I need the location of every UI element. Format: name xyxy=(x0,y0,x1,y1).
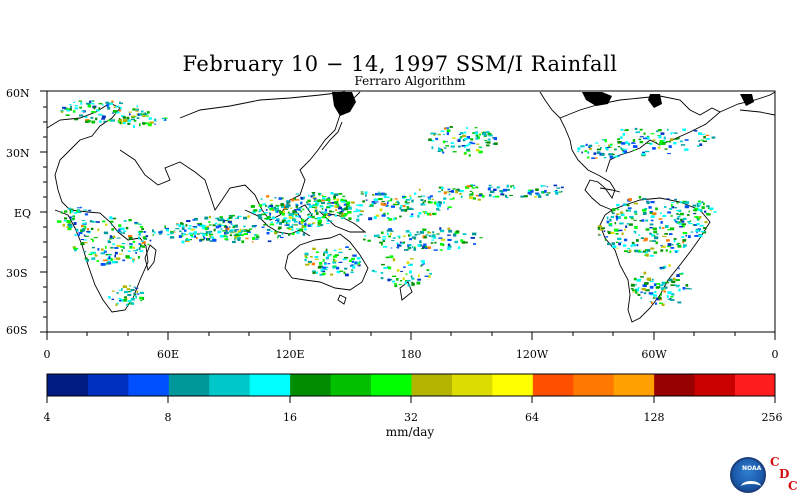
lat-label-30n: 30N xyxy=(6,147,30,160)
colorbar-label-4: 4 xyxy=(44,411,51,424)
lon-label-120e: 120E xyxy=(275,348,304,361)
colorbar-swatch xyxy=(370,374,412,396)
colorbar-label-32: 32 xyxy=(404,411,418,424)
colorbar-swatch xyxy=(127,374,169,396)
colorbar-units: mm/day xyxy=(385,425,435,439)
lon-label-60w: 60W xyxy=(641,348,667,361)
colorbar-label-16: 16 xyxy=(283,411,297,424)
latitude-axis: 60N 30N EQ 30S 60S xyxy=(6,87,47,337)
noaa-seal-icon: NOAA xyxy=(730,457,766,493)
noaa-logo: NOAA C D C xyxy=(728,455,798,497)
colorbar-swatch xyxy=(613,374,655,396)
cdc-letter-c2: C xyxy=(788,479,798,493)
lon-label-180: 180 xyxy=(401,348,422,361)
lat-label-eq: EQ xyxy=(14,207,31,220)
lat-label-30s: 30S xyxy=(6,267,28,280)
colorbar-swatch xyxy=(532,374,574,396)
ice-masks xyxy=(332,92,754,116)
colorbar-ticks: 4 8 16 32 64 128 256 xyxy=(44,396,783,424)
colorbar-swatch xyxy=(168,374,210,396)
colorbar-label-256: 256 xyxy=(762,411,783,424)
lon-label-0-east: 0 xyxy=(772,348,779,361)
lon-label-60e: 60E xyxy=(157,348,179,361)
colorbar-swatch xyxy=(330,374,372,396)
lat-label-60s: 60S xyxy=(6,324,28,337)
colorbar-swatch xyxy=(653,374,695,396)
colorbar-swatch xyxy=(87,374,129,396)
colorbar-swatch xyxy=(572,374,614,396)
colorbar-swatch xyxy=(411,374,452,396)
map-frame xyxy=(46,90,776,333)
map-title: February 10 − 14, 1997 SSM/I Rainfall xyxy=(182,52,618,76)
colorbar-swatch xyxy=(249,374,291,396)
lat-label-60n: 60N xyxy=(6,87,30,100)
colorbar-swatch xyxy=(289,374,331,396)
map-subtitle: Ferraro Algorithm xyxy=(354,74,466,88)
lon-label-0: 0 xyxy=(44,348,51,361)
lon-label-120w: 120W xyxy=(516,348,549,361)
colorbar-label-128: 128 xyxy=(644,411,665,424)
cdc-letter-c1: C xyxy=(770,455,780,469)
colorbar-swatch xyxy=(694,374,736,396)
colorbar-label-8: 8 xyxy=(165,411,172,424)
rainfall-field xyxy=(56,100,717,307)
colorbar-swatch xyxy=(208,374,250,396)
colorbar-swatch xyxy=(734,374,776,396)
colorbar-swatch xyxy=(491,374,533,396)
colorbar xyxy=(46,373,776,397)
colorbar-label-64: 64 xyxy=(525,411,539,424)
cdc-letter-d: D xyxy=(779,467,790,481)
noaa-logo-text: NOAA xyxy=(742,465,762,472)
seagull-icon xyxy=(741,481,761,492)
colorbar-swatch xyxy=(451,374,493,396)
colorbar-swatch xyxy=(47,374,88,396)
longitude-axis: 0 60E 120E 180 120W 60W 0 xyxy=(44,332,779,361)
